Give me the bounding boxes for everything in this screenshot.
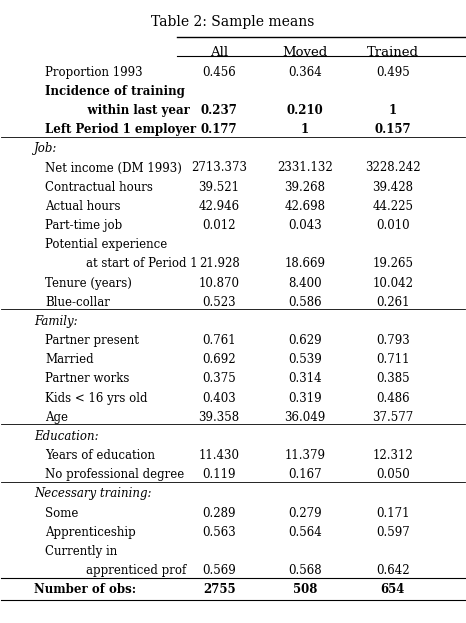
Text: 0.157: 0.157	[375, 123, 411, 136]
Text: 0.563: 0.563	[202, 526, 236, 539]
Text: 0.319: 0.319	[288, 391, 322, 404]
Text: 11.430: 11.430	[199, 449, 240, 462]
Text: No professional degree: No professional degree	[45, 468, 185, 481]
Text: Married: Married	[45, 353, 94, 366]
Text: Table 2: Sample means: Table 2: Sample means	[151, 15, 315, 29]
Text: 0.385: 0.385	[376, 373, 410, 386]
Text: 0.569: 0.569	[202, 564, 236, 577]
Text: Potential experience: Potential experience	[45, 238, 168, 251]
Text: 0.043: 0.043	[288, 219, 322, 232]
Text: 0.119: 0.119	[202, 468, 236, 481]
Text: 0.171: 0.171	[376, 506, 410, 520]
Text: 0.761: 0.761	[202, 334, 236, 347]
Text: Education:: Education:	[34, 430, 98, 443]
Text: Partner works: Partner works	[45, 373, 130, 386]
Text: Actual hours: Actual hours	[45, 200, 121, 213]
Text: Left Period 1 employer: Left Period 1 employer	[45, 123, 197, 136]
Text: 36.049: 36.049	[284, 411, 325, 424]
Text: Contractual hours: Contractual hours	[45, 181, 153, 194]
Text: 0.314: 0.314	[288, 373, 322, 386]
Text: Apprenticeship: Apprenticeship	[45, 526, 136, 539]
Text: 0.486: 0.486	[376, 391, 410, 404]
Text: 0.050: 0.050	[376, 468, 410, 481]
Text: 0.711: 0.711	[376, 353, 410, 366]
Text: 0.564: 0.564	[288, 526, 322, 539]
Text: 0.629: 0.629	[288, 334, 322, 347]
Text: 18.669: 18.669	[284, 257, 325, 270]
Text: Partner present: Partner present	[45, 334, 139, 347]
Text: Some: Some	[45, 506, 79, 520]
Text: 0.597: 0.597	[376, 526, 410, 539]
Text: 508: 508	[293, 583, 317, 596]
Text: 0.403: 0.403	[202, 391, 236, 404]
Text: 11.379: 11.379	[284, 449, 325, 462]
Text: Job:: Job:	[34, 142, 57, 155]
Text: 39.521: 39.521	[199, 181, 240, 194]
Text: 10.042: 10.042	[372, 277, 413, 290]
Text: Proportion 1993: Proportion 1993	[45, 65, 143, 78]
Text: Number of obs:: Number of obs:	[34, 583, 136, 596]
Text: 1: 1	[389, 104, 397, 117]
Text: 2713.373: 2713.373	[191, 161, 247, 174]
Text: 21.928: 21.928	[199, 257, 240, 270]
Text: All: All	[210, 46, 228, 59]
Text: 2755: 2755	[203, 583, 235, 596]
Text: 19.265: 19.265	[372, 257, 413, 270]
Text: 0.568: 0.568	[288, 564, 322, 577]
Text: 39.268: 39.268	[284, 181, 325, 194]
Text: 0.586: 0.586	[288, 296, 322, 308]
Text: 0.642: 0.642	[376, 564, 410, 577]
Text: at start of Period 1: at start of Period 1	[71, 257, 198, 270]
Text: Moved: Moved	[282, 46, 328, 59]
Text: 37.577: 37.577	[372, 411, 413, 424]
Text: Part-time job: Part-time job	[45, 219, 123, 232]
Text: 42.946: 42.946	[199, 200, 240, 213]
Text: Age: Age	[45, 411, 69, 424]
Text: 0.261: 0.261	[376, 296, 410, 308]
Text: Years of education: Years of education	[45, 449, 155, 462]
Text: 0.375: 0.375	[202, 373, 236, 386]
Text: 0.167: 0.167	[288, 468, 322, 481]
Text: apprenticed prof: apprenticed prof	[71, 564, 186, 577]
Text: 0.364: 0.364	[288, 65, 322, 78]
Text: Trained: Trained	[367, 46, 419, 59]
Text: 0.793: 0.793	[376, 334, 410, 347]
Text: Currently in: Currently in	[45, 545, 117, 558]
Text: Net income (DM 1993): Net income (DM 1993)	[45, 161, 182, 174]
Text: 39.428: 39.428	[372, 181, 413, 194]
Text: 1: 1	[301, 123, 309, 136]
Text: Incidence of training: Incidence of training	[45, 85, 185, 98]
Text: 0.289: 0.289	[202, 506, 236, 520]
Text: 39.358: 39.358	[199, 411, 240, 424]
Text: 0.237: 0.237	[201, 104, 238, 117]
Text: 42.698: 42.698	[284, 200, 325, 213]
Text: Kids < 16 yrs old: Kids < 16 yrs old	[45, 391, 148, 404]
Text: Necessary training:: Necessary training:	[34, 487, 151, 500]
Text: 654: 654	[381, 583, 405, 596]
Text: 2331.132: 2331.132	[277, 161, 333, 174]
Text: Tenure (years): Tenure (years)	[45, 277, 132, 290]
Text: 0.539: 0.539	[288, 353, 322, 366]
Text: 8.400: 8.400	[288, 277, 322, 290]
Text: 0.210: 0.210	[287, 104, 323, 117]
Text: Family:: Family:	[34, 315, 77, 328]
Text: 3228.242: 3228.242	[365, 161, 421, 174]
Text: 0.279: 0.279	[288, 506, 322, 520]
Text: 44.225: 44.225	[372, 200, 413, 213]
Text: Blue-collar: Blue-collar	[45, 296, 110, 308]
Text: 0.523: 0.523	[202, 296, 236, 308]
Text: 0.495: 0.495	[376, 65, 410, 78]
Text: 0.010: 0.010	[376, 219, 410, 232]
Text: 0.177: 0.177	[201, 123, 237, 136]
Text: 10.870: 10.870	[199, 277, 240, 290]
Text: 0.456: 0.456	[202, 65, 236, 78]
Text: 12.312: 12.312	[372, 449, 413, 462]
Text: within last year: within last year	[71, 104, 190, 117]
Text: 0.012: 0.012	[202, 219, 236, 232]
Text: 0.692: 0.692	[202, 353, 236, 366]
